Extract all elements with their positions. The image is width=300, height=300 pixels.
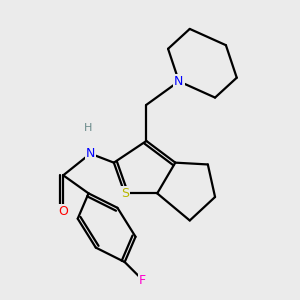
Text: S: S [121,187,129,200]
Text: O: O [58,205,68,218]
Text: F: F [139,274,146,286]
Text: H: H [84,123,93,133]
Text: N: N [174,75,184,88]
Text: N: N [86,147,95,160]
